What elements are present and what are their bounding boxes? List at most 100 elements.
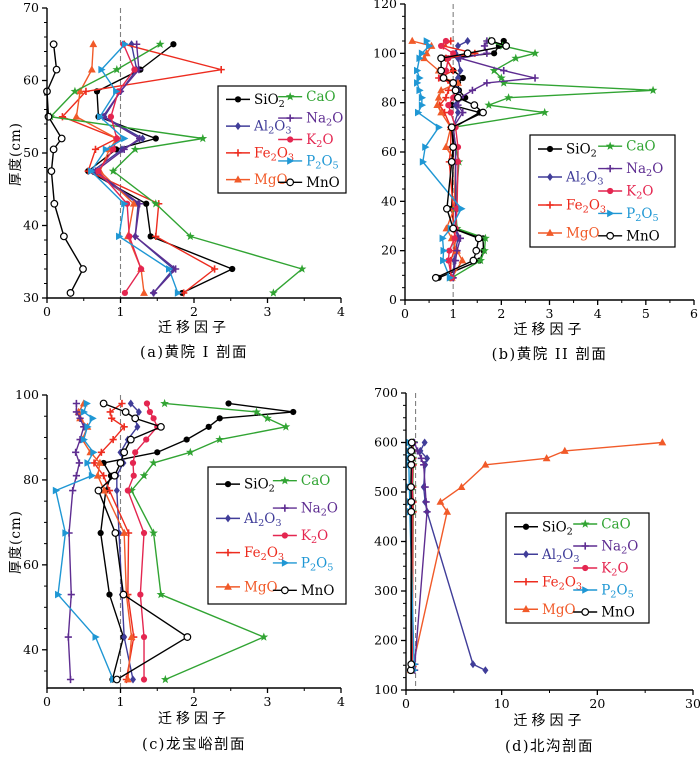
svg-text:K2​O: K2​O xyxy=(601,561,628,579)
svg-text:20: 20 xyxy=(381,243,397,258)
svg-text:P2​O5​: P2​O5​ xyxy=(306,153,339,171)
svg-text:Al2​O3​: Al2​O3​ xyxy=(565,170,604,188)
svg-text:Na2​O: Na2​O xyxy=(626,161,663,179)
svg-text:100: 100 xyxy=(15,387,39,402)
x-axis-label-c: 迁移因子 xyxy=(158,711,230,727)
series-P2O5 xyxy=(88,40,183,297)
legend: SiO2​ Al2​O3​ Fe2​O3​ MgO CaO Na2​O K2​O P2​O5​… xyxy=(207,466,347,605)
series-Na2O xyxy=(64,399,88,684)
svg-text:MnO: MnO xyxy=(306,175,340,191)
series-Al2O3 xyxy=(417,438,489,675)
svg-text:2: 2 xyxy=(190,694,198,709)
svg-text:CaO: CaO xyxy=(601,517,630,533)
svg-text:CaO: CaO xyxy=(301,473,330,489)
svg-text:CaO: CaO xyxy=(626,139,655,155)
svg-text:K2​O: K2​O xyxy=(301,528,328,546)
series-P2O5 xyxy=(52,399,118,684)
svg-text:30: 30 xyxy=(23,290,39,305)
svg-text:SiO2​: SiO2​ xyxy=(542,519,573,537)
svg-text:3: 3 xyxy=(264,304,272,319)
x-axis-label-a: 迁移因子 xyxy=(158,320,230,336)
svg-text:4: 4 xyxy=(337,694,345,709)
svg-text:SiO2​: SiO2​ xyxy=(566,142,597,160)
svg-text:5: 5 xyxy=(642,306,650,321)
svg-text:Al2​O3​: Al2​O3​ xyxy=(541,547,580,565)
svg-text:1: 1 xyxy=(117,304,125,319)
svg-text:MgO: MgO xyxy=(542,602,576,618)
caption-b: (b)黄院 II 剖面 xyxy=(491,347,608,363)
svg-text:0: 0 xyxy=(401,306,409,321)
svg-text:MgO: MgO xyxy=(254,172,288,188)
series-Na2O xyxy=(449,37,539,282)
svg-text:1: 1 xyxy=(117,694,125,709)
svg-text:600: 600 xyxy=(374,435,398,450)
svg-text:60: 60 xyxy=(23,557,39,572)
svg-text:300: 300 xyxy=(374,583,398,598)
svg-text:Na2​O: Na2​O xyxy=(306,111,343,129)
svg-text:100: 100 xyxy=(373,45,397,60)
svg-text:0: 0 xyxy=(43,304,51,319)
svg-text:80: 80 xyxy=(381,95,397,110)
legend: SiO2​ Al2​O3​ Fe2​O3​ MgO CaO Na2​O K2​O P2​O5​… xyxy=(529,134,676,248)
svg-text:0: 0 xyxy=(389,292,397,307)
series-MnO xyxy=(406,438,416,675)
svg-text:40: 40 xyxy=(23,642,39,657)
caption-a: (a)黄院 I 剖面 xyxy=(140,345,248,361)
svg-text:10: 10 xyxy=(494,696,510,711)
axes: 0 10 20 30 100 200 300 400 500 600 700 xyxy=(374,385,700,711)
svg-text:SiO2​: SiO2​ xyxy=(254,92,285,110)
series-K2O xyxy=(95,41,145,297)
x-axis-label-d: 迁移因子 xyxy=(513,713,586,729)
series-MnO xyxy=(94,399,192,684)
svg-text:40: 40 xyxy=(381,193,397,208)
svg-text:120: 120 xyxy=(373,0,397,11)
svg-text:60: 60 xyxy=(381,144,397,159)
svg-text:2: 2 xyxy=(497,306,505,321)
series-MnO xyxy=(431,37,511,282)
series-MnO xyxy=(43,40,87,297)
x-axis-label-b: 迁移因子 xyxy=(513,322,586,338)
y-axis-label-c: 厚度(cm) xyxy=(8,510,24,574)
chart-a: 0 1 2 3 4 30 40 50 60 70 SiO2​ Al2​O3​ Fe2​O3​ MgO CaO… xyxy=(23,0,347,319)
svg-text:50: 50 xyxy=(23,145,39,160)
svg-text:Al2​O3​: Al2​O3​ xyxy=(243,511,282,529)
series-Fe2O3 xyxy=(58,40,225,297)
svg-text:Fe2​O3​: Fe2​O3​ xyxy=(542,574,582,592)
svg-text:Na2​O: Na2​O xyxy=(601,539,638,557)
svg-text:80: 80 xyxy=(23,472,39,487)
svg-text:Fe2​O3​: Fe2​O3​ xyxy=(254,145,294,163)
series-MgO xyxy=(406,438,667,674)
svg-text:2: 2 xyxy=(190,304,198,319)
svg-text:40: 40 xyxy=(23,218,39,233)
legend: SiO2​ Al2​O3​ Fe2​O3​ MgO CaO Na2​O K2​O P2​O5​… xyxy=(217,85,347,194)
svg-text:6: 6 xyxy=(690,306,698,321)
y-axis-label-a: 厚度(cm) xyxy=(8,122,24,186)
svg-text:500: 500 xyxy=(374,484,398,499)
svg-text:CaO: CaO xyxy=(306,89,335,105)
svg-text:Fe2​O3​: Fe2​O3​ xyxy=(244,545,284,563)
axes: 0 1 2 3 4 30 40 50 60 70 xyxy=(23,0,345,319)
svg-text:K2​O: K2​O xyxy=(306,132,333,150)
svg-text:20: 20 xyxy=(589,696,605,711)
svg-text:100: 100 xyxy=(374,682,398,697)
svg-text:MgO: MgO xyxy=(244,579,278,595)
legend: SiO2​ Al2​O3​ Fe2​O3​ MgO CaO Na2​O K2​O P2​O5​… xyxy=(505,512,650,624)
svg-text:MnO: MnO xyxy=(301,583,335,599)
svg-text:70: 70 xyxy=(23,0,39,15)
svg-text:700: 700 xyxy=(374,385,398,400)
svg-text:MnO: MnO xyxy=(601,605,635,621)
svg-text:P2​O5​: P2​O5​ xyxy=(626,206,659,224)
svg-text:30: 30 xyxy=(685,696,700,711)
svg-text:Al2​O3​: Al2​O3​ xyxy=(253,119,292,137)
chart-c: 0 1 2 3 4 40 60 80 100 SiO2​ Al2​O3​ Fe2​O3​ MgO CaO N… xyxy=(15,387,347,709)
svg-text:3: 3 xyxy=(264,694,272,709)
svg-text:K2​O: K2​O xyxy=(626,184,653,202)
svg-text:3: 3 xyxy=(546,306,554,321)
svg-text:MnO: MnO xyxy=(626,228,660,244)
svg-text:0: 0 xyxy=(43,694,51,709)
svg-text:MgO: MgO xyxy=(566,226,600,242)
caption-d: (d)北沟剖面 xyxy=(504,739,595,755)
svg-text:P2​O5​: P2​O5​ xyxy=(601,583,634,601)
